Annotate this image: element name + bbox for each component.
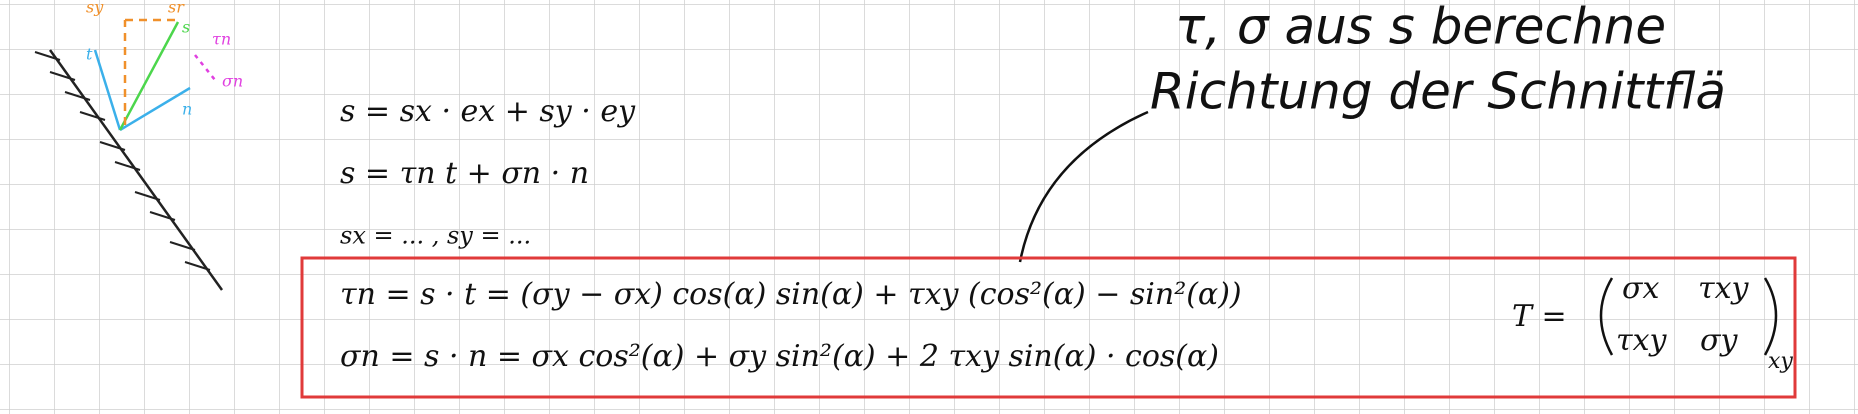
matrix-symbol: T = — [1512, 299, 1567, 334]
sketch-label: n — [182, 100, 192, 119]
matrix-subscript: xy — [1768, 349, 1793, 374]
equation: sx = ... , sy = ... — [340, 222, 531, 250]
sketch — [34, 18, 224, 291]
matrix-cell: σy — [1700, 323, 1738, 358]
equation: τn = s · t = (σy − σx) cos(α) sin(α) + τ… — [340, 277, 1242, 312]
sketch-label: s — [182, 18, 190, 37]
sketch-label: sy — [86, 0, 104, 17]
pointer-curve — [1018, 110, 1149, 263]
sketch-label: t — [86, 45, 93, 64]
matrix-cell: τxy — [1698, 271, 1750, 306]
heading-line: Richtung der Schnittflä — [1150, 63, 1726, 121]
highlight-box — [300, 256, 1797, 399]
matrix-cell: τxy — [1616, 323, 1668, 358]
matrix-brackets — [1599, 277, 1778, 356]
matrix-cell: σx — [1622, 271, 1659, 306]
sketch-label: τn — [212, 30, 231, 49]
equation: σn = s · n = σx cos²(α) + σy sin²(α) + 2… — [340, 339, 1219, 374]
equation: s = τn t + σn · n — [340, 156, 589, 191]
sketch-label: sr — [168, 0, 185, 17]
equation: s = sx · ex + sy · ey — [340, 94, 636, 129]
heading-line: τ, σ aus s berechne — [1175, 0, 1666, 56]
sketch-label: σn — [222, 72, 243, 91]
